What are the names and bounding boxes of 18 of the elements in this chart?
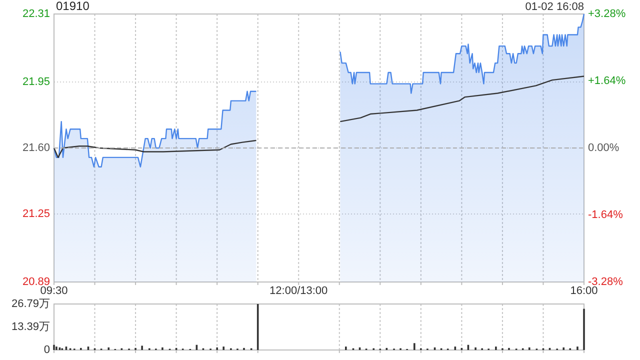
y-tick-label: 20.89 xyxy=(22,276,50,288)
y-tick-label: 13.39万 xyxy=(11,320,50,333)
y-tick-label: 22.31 xyxy=(22,8,50,20)
y2-tick-label: +1.64% xyxy=(588,74,626,87)
y2-tick-label: -3.28% xyxy=(588,276,624,288)
x-tick-label: 12:00/13:00 xyxy=(270,285,328,297)
y-tick-label: 26.79万 xyxy=(11,298,50,310)
y-tick-label: 21.95 xyxy=(22,76,50,88)
y2-tick-label: +3.28% xyxy=(588,8,626,20)
chart-title: 01910 xyxy=(56,0,90,13)
y-tick-label: 21.25 xyxy=(22,208,50,220)
x-tick-label: 16:00 xyxy=(570,285,598,297)
y-tick-label: 21.60 xyxy=(22,142,50,154)
y-tick-label: 0 xyxy=(44,344,50,356)
x-tick-label: 09:30 xyxy=(40,285,68,297)
y2-tick-label: 0.00% xyxy=(588,142,620,154)
y2-tick-label: -1.64% xyxy=(588,208,624,221)
text: 01-02 16:08 xyxy=(525,1,584,13)
